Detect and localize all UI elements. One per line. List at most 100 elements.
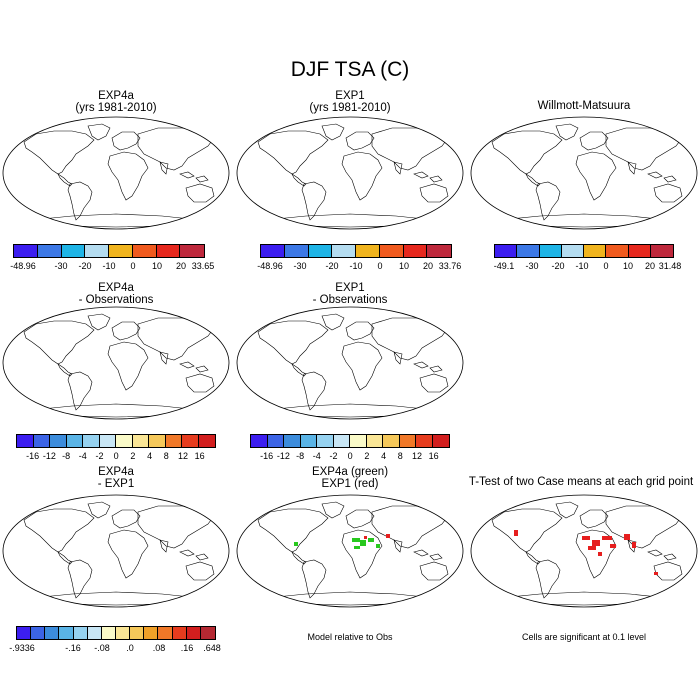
map-observed-temperature (470, 116, 698, 230)
colorbar-swatch (251, 435, 268, 447)
panel-title-line1: EXP1 (335, 90, 365, 102)
colorbar-swatch (66, 435, 83, 447)
colorbar-swatch (300, 435, 317, 447)
colorbar-tick: -2 (329, 451, 338, 461)
panel-exp1-minus-obs: EXP1 - Observations (234, 282, 466, 462)
colorbar-tick: -4 (312, 451, 321, 461)
colorbar-swatch (427, 245, 451, 257)
panel-title-line2: - Observations (312, 294, 388, 306)
map-exp4a-temperature (2, 116, 230, 230)
panel-title-line2: EXP1 (red) (321, 478, 379, 490)
map-significance (470, 494, 698, 608)
colorbar-swatch (101, 627, 116, 639)
note-significance: Cells are significant at 0.1 level (521, 632, 647, 642)
colorbar-tick: -10 (575, 261, 589, 271)
page-title: DJF TSA (C) (290, 58, 410, 81)
colorbar-tick: -20 (78, 261, 92, 271)
colorbar-swatch (59, 627, 74, 639)
colorbar-swatch (495, 245, 518, 257)
colorbar-swatch (182, 435, 199, 447)
colorbar-swatch (109, 245, 133, 257)
colorbar-tick: 0 (347, 451, 353, 461)
panel-title-line2: (yrs 1981-2010) (309, 102, 391, 114)
colorbar-swatch (284, 435, 301, 447)
colorbar-tick: -10 (349, 261, 363, 271)
colorbar-swatch (149, 435, 166, 447)
colorbar-swatch (399, 435, 416, 447)
colorbar-tick: 20 (422, 261, 434, 271)
panel-exp4a-minus-exp1: EXP4a - EXP1 (0, 466, 232, 666)
colorbar-tick: -8 (296, 451, 305, 461)
panel-title-line2: - EXP1 (97, 478, 135, 490)
colorbar-swatch (628, 245, 651, 257)
colorbar-swatch (200, 627, 215, 639)
colorbar-tick: -16 (26, 451, 40, 461)
panel-title-line2: - Observations (78, 294, 154, 306)
colorbar-tick: 20 (175, 261, 187, 271)
colorbar-swatch (73, 627, 88, 639)
colorbar-swatch (132, 245, 157, 257)
colorbar-tick: .0 (126, 643, 134, 653)
colorbar-swatch (115, 627, 131, 639)
panel-exp1-climatology: EXP1 (yrs 1981-2010) (234, 90, 466, 271)
colorbar-tick: .08 (152, 643, 166, 653)
colorbar-swatch (83, 435, 100, 447)
colorbar-swatch (356, 245, 380, 257)
colorbar-tick: 12 (411, 451, 423, 461)
colorbar-tick: 8 (397, 451, 403, 461)
colorbar-tick: -48.96 (257, 261, 283, 271)
colorbar-tick: -.16 (65, 643, 81, 653)
colorbar-swatch (366, 435, 383, 447)
map-exp4a-minus-exp1 (2, 494, 230, 608)
colorbar-swatch (180, 245, 204, 257)
colorbar-swatch (606, 245, 629, 257)
colorbar-swatch (317, 435, 334, 447)
colorbar-tick: 0 (130, 261, 136, 271)
colorbar-swatch (37, 245, 62, 257)
colorbar-tick: 10 (398, 261, 410, 271)
colorbar-tick: 2 (130, 451, 136, 461)
colorbar-tick: 31.48 (658, 261, 682, 271)
colorbar-tick: -.08 (94, 643, 110, 653)
colorbar-swatch (99, 435, 116, 447)
colorbar-tick: 16 (428, 451, 439, 461)
colorbar-tick: -12 (276, 451, 290, 461)
panel-title-line1: EXP4a (98, 466, 134, 478)
colorbar-swatch (132, 435, 149, 447)
colorbar-swatch (130, 627, 145, 639)
colorbar-tick: -20 (325, 261, 339, 271)
colorbar-swatch (158, 627, 173, 639)
colorbar-swatch (584, 245, 607, 257)
colorbar-tick: 0 (603, 261, 609, 271)
colorbar-swatch (17, 627, 32, 639)
colorbar-swatch (144, 627, 159, 639)
colorbar-tick: 4 (147, 451, 153, 461)
colorbar-tick: 16 (194, 451, 205, 461)
panel-title-line1: EXP4a (green) (311, 466, 389, 478)
colorbar-swatch (14, 245, 38, 257)
colorbar-swatch (403, 245, 428, 257)
colorbar-tick: 4 (381, 451, 387, 461)
colorbar-swatch (198, 435, 215, 447)
colorbar-swatch (116, 435, 133, 447)
panel-title-line1: EXP4a (98, 90, 134, 102)
panel-title-line1: Willmott-Matsuura (537, 100, 631, 112)
colorbar-tick: -49.1 (493, 261, 515, 271)
panel-t-test: T-Test of two Case means at each grid po… (468, 466, 700, 666)
colorbar-tick: 2 (364, 451, 370, 461)
colorbar-swatch (50, 435, 67, 447)
colorbar-tick: .648 (203, 643, 221, 653)
colorbar-swatch (416, 435, 433, 447)
map-exp4a-bias (2, 306, 230, 420)
colorbar-swatch (45, 627, 60, 639)
colorbar-tick: -12 (42, 451, 56, 461)
colorbar-swatch (517, 245, 540, 257)
colorbar-swatch (650, 245, 673, 257)
colorbar-swatch (333, 435, 350, 447)
colorbar-swatch (383, 435, 400, 447)
colorbar-tick: -48.96 (10, 261, 36, 271)
note-model-relative: Model relative to Obs (307, 632, 393, 642)
colorbar-swatch (432, 435, 449, 447)
panel-title-line1: EXP1 (335, 282, 365, 294)
panel-title-line2: (yrs 1981-2010) (75, 102, 157, 114)
